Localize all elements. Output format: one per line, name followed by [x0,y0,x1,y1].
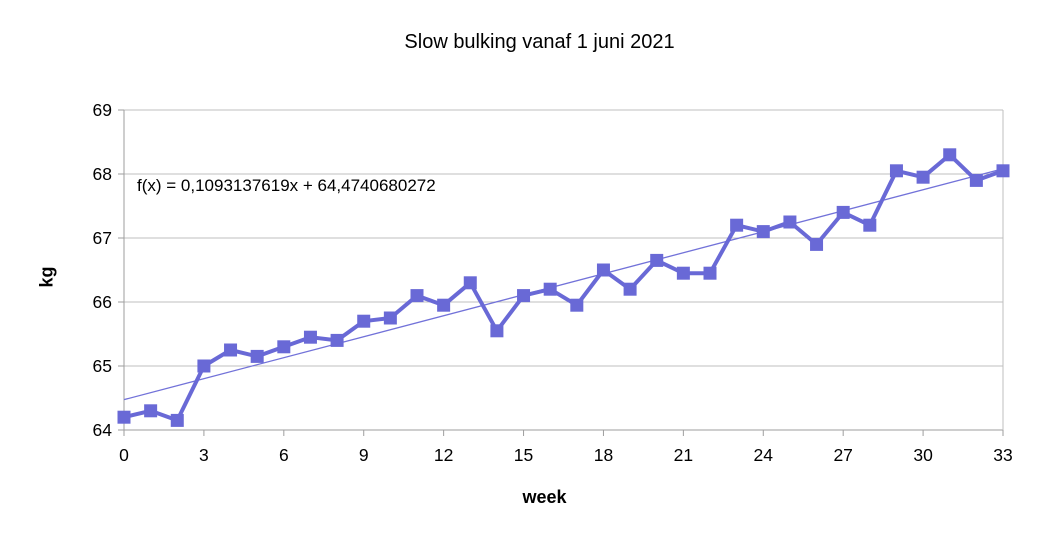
data-point-marker [463,276,477,290]
chart-title: Slow bulking vanaf 1 juni 2021 [404,31,675,53]
x-tick-label: 9 [359,445,369,465]
data-point-marker [330,333,344,347]
data-point-marker [543,282,557,296]
data-point-marker [383,311,397,325]
data-point-marker [623,282,637,296]
data-point-marker [517,289,531,303]
data-point-marker [676,266,690,280]
y-tick-label: 65 [93,356,112,376]
data-point-marker [596,263,610,277]
data-point-marker [969,173,983,187]
x-tick-label: 27 [833,445,852,465]
data-point-marker [357,314,371,328]
data-point-marker [197,359,211,373]
x-tick-label: 3 [199,445,209,465]
data-point-marker [410,289,424,303]
y-tick-label: 69 [93,100,112,120]
data-point-marker [144,404,158,418]
data-point-marker [650,253,664,267]
x-tick-label: 0 [119,445,129,465]
data-point-marker [863,218,877,232]
y-tick-label: 67 [93,228,112,248]
data-point-marker [703,266,717,280]
series-line [123,152,1004,423]
trend-formula-annotation: f(x) = 0,1093137619x + 64,4740680272 [137,176,436,195]
x-tick-label: 21 [674,445,693,465]
data-point-marker [943,148,957,162]
x-tick-label: 33 [993,445,1012,465]
data-point-marker [250,349,264,363]
x-tick-label: 12 [434,445,453,465]
data-point-marker [224,343,238,357]
data-point-marker [756,225,770,239]
data-point-marker [303,330,317,344]
x-tick-label: 15 [514,445,533,465]
data-point-marker [437,298,451,312]
x-tick-label: 6 [279,445,289,465]
data-point-marker [836,205,850,219]
trend-line [123,168,1004,401]
data-point-marker [490,324,504,338]
x-tick-label: 24 [754,445,774,465]
data-point-marker [996,164,1010,178]
data-point-marker [730,218,744,232]
x-tick-label: 18 [594,445,613,465]
data-point-marker [170,413,184,427]
data-point-marker [117,410,131,424]
data-point-marker [916,170,930,184]
data-point-marker [783,215,797,229]
data-point-marker [570,298,584,312]
y-tick-label: 66 [93,292,112,312]
y-tick-label: 64 [93,420,113,440]
data-point-marker [810,237,824,251]
data-point-marker [277,340,291,354]
y-tick-label: 68 [93,164,112,184]
x-axis-title: week [522,487,567,507]
x-tick-label: 30 [913,445,933,465]
data-point-marker [889,164,903,178]
